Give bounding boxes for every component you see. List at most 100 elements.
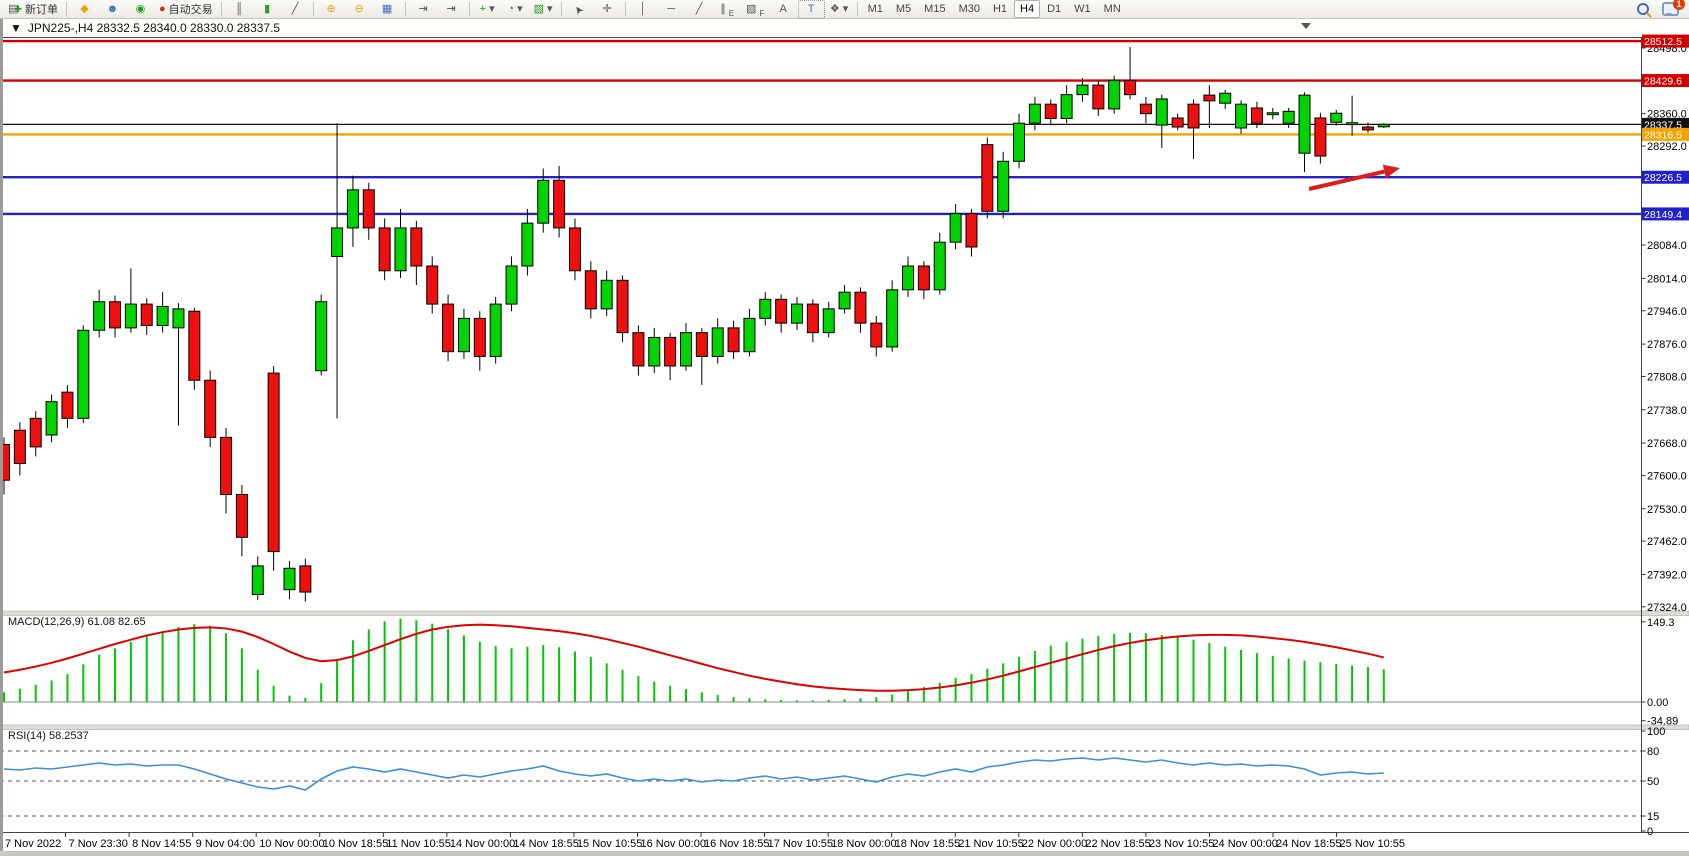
tab-h1[interactable]: H1	[992, 3, 1008, 15]
time-tick-label: 24 Nov 18:55	[1276, 838, 1341, 850]
annotation-arrow-shaft[interactable]	[1308, 169, 1385, 191]
tab-w1[interactable]: W1	[1074, 3, 1091, 15]
tab-m15[interactable]: M15	[924, 3, 946, 15]
trendline-tool[interactable]: ╱	[686, 0, 713, 19]
fibonacci-icon: ▨	[745, 2, 757, 15]
vertical-line-icon: │	[639, 2, 647, 15]
rsi-tick-label: 15	[1647, 811, 1659, 823]
new-order-button[interactable]: ▤ ✚ 新订单	[4, 0, 62, 19]
chart-title-bar[interactable]: ▼ JPN225-,H4 28332.5 28340.0 28330.0 283…	[4, 20, 287, 36]
candle-body	[140, 303, 153, 327]
price-badge-label: 28512.5	[1644, 36, 1682, 48]
price-tick-label: 27808.0	[1647, 371, 1687, 383]
templates-button[interactable]: ▧ ▾	[530, 0, 557, 19]
candle-body	[743, 317, 756, 353]
time-tick-label: 22 Nov 18:55	[1085, 838, 1150, 850]
period-clock-button[interactable]: ◔ ▾	[502, 0, 529, 19]
price-tick-label: 28292.0	[1647, 141, 1687, 153]
price-tick-label: 27600.0	[1647, 470, 1687, 482]
horizontal-line-icon: ─	[667, 2, 675, 15]
candle-body	[45, 401, 58, 436]
horizontal-line-tool[interactable]: ─	[658, 0, 685, 19]
price-tick-label: 27392.0	[1647, 569, 1687, 581]
tile-windows-button[interactable]: ▦	[374, 0, 401, 19]
signals-button[interactable]: ◉	[127, 0, 154, 19]
autotrade-icon: ●	[158, 2, 166, 15]
fibonacci-sub-label: F	[759, 8, 765, 18]
tab-m1[interactable]: M1	[867, 3, 883, 15]
candle-body	[1044, 103, 1057, 119]
arrows-tool[interactable]: ❖ ▾	[826, 0, 853, 19]
line-chart-button[interactable]: ╱	[282, 0, 309, 19]
crosshair-tool-button[interactable]: ✛	[594, 0, 621, 19]
candle-body	[410, 227, 423, 267]
cursor-tool-button[interactable]: ➤	[566, 0, 593, 19]
contacts-button[interactable]: ☻	[99, 0, 126, 19]
candle-body	[1266, 112, 1279, 116]
zoom-out-button[interactable]: ⊖	[346, 0, 373, 19]
autotrade-button[interactable]: ● 自动交易	[155, 0, 217, 19]
macd-tick-label: 0.00	[1647, 697, 1668, 709]
price-tick-label: 27738.0	[1647, 405, 1687, 417]
candle-body	[1203, 94, 1216, 102]
price-badge-label: 28226.5	[1644, 172, 1682, 184]
crosshair-icon: ✛	[602, 2, 612, 15]
bar-chart-button[interactable]: ║	[226, 0, 253, 19]
tab-m30[interactable]: M30	[958, 3, 980, 15]
candle-chart-button[interactable]: ▮	[254, 0, 281, 19]
candle-body	[1076, 84, 1089, 96]
shift-chart-button[interactable]: ⇥	[438, 0, 465, 19]
candle-body	[1346, 122, 1359, 126]
candle-body	[1235, 103, 1248, 129]
new-chart-button[interactable]: + ▾	[474, 0, 501, 19]
tab-mn[interactable]: MN	[1103, 3, 1121, 15]
annotation-arrow-head[interactable]	[1382, 164, 1400, 179]
candle-body	[1187, 103, 1200, 129]
channel-tool[interactable]: ∥ E	[714, 0, 741, 19]
rsi-splitter[interactable]	[0, 724, 1689, 730]
candle-body	[1124, 79, 1137, 96]
tab-m5[interactable]: M5	[895, 3, 912, 15]
fibonacci-tool[interactable]: ▨ F	[742, 0, 769, 19]
candle-body	[537, 179, 550, 224]
chart-shift-marker-icon[interactable]	[1301, 23, 1311, 29]
candle-body	[1013, 122, 1026, 162]
text-label-tool[interactable]: T	[797, 0, 825, 19]
price-badge-label: 28149.4	[1644, 209, 1682, 221]
tab-h4[interactable]: H4	[1014, 0, 1041, 18]
time-tick-label: 15 Nov 10:55	[577, 838, 642, 850]
search-icon[interactable]	[1637, 3, 1649, 15]
candle-body	[1361, 126, 1374, 131]
candle-body	[632, 332, 645, 367]
candle-body	[29, 417, 42, 448]
candle-body	[1028, 103, 1041, 124]
candle-body	[0, 444, 10, 481]
candle-body	[1298, 94, 1311, 154]
gold-button[interactable]: ◆	[71, 0, 98, 19]
candle-body	[695, 332, 708, 357]
toolbar-separator	[624, 2, 626, 16]
macd-splitter[interactable]	[0, 610, 1689, 616]
collapse-triangle-icon[interactable]: ▼	[10, 21, 22, 35]
candle-body	[109, 301, 122, 329]
scroll-chart-button[interactable]: ⇥	[410, 0, 437, 19]
zoom-in-button[interactable]: ⊕	[318, 0, 345, 19]
candle-body	[521, 222, 534, 267]
price-badge-28226.5	[1642, 170, 1689, 184]
candle-body	[997, 160, 1010, 212]
dropdown-arrow-icon: ▾	[517, 2, 523, 15]
text-tool[interactable]: A	[770, 0, 797, 19]
price-badge-28316.5	[1642, 127, 1689, 141]
notifications-chat-icon[interactable]: 1	[1662, 0, 1685, 16]
candle-body	[584, 270, 597, 310]
main-toolbar: ▤ ✚ 新订单 ◆ ☻ ◉ ● 自动交易 ║ ▮ ╱ ⊕ ⊖ ▦ ⇥ ⇥ + ▾ ◔…	[0, 0, 1689, 19]
chart-title: JPN225-,H4 28332.5 28340.0 28330.0 28337…	[27, 21, 281, 35]
new-order-icon: ▤	[8, 2, 19, 15]
tab-d1[interactable]: D1	[1047, 3, 1062, 15]
time-tick-label: 16 Nov 00:00	[641, 838, 706, 850]
vertical-line-tool[interactable]: │	[630, 0, 657, 19]
new-chart-icon: +	[479, 2, 487, 15]
candle-body	[886, 289, 899, 348]
candle-body	[759, 298, 772, 319]
